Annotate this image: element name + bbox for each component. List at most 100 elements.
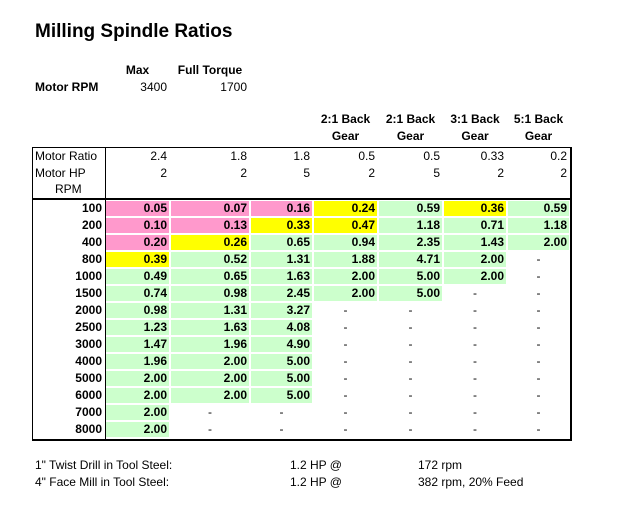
- column-header: Gear: [524, 129, 553, 143]
- cell: -: [343, 354, 348, 368]
- cell: 2.00: [351, 269, 375, 283]
- cell: 0.10: [143, 218, 167, 232]
- rpm-label: 2000: [75, 303, 102, 317]
- cell: -: [473, 337, 477, 351]
- cell: -: [536, 422, 541, 436]
- cell-fill: [106, 422, 169, 437]
- cell: -: [536, 269, 541, 283]
- cell-fill: [171, 371, 249, 386]
- rpm-label: 100: [81, 201, 102, 215]
- cell: 0.33: [286, 218, 310, 232]
- cell: 2.00: [143, 405, 167, 419]
- cell-fill: [106, 252, 169, 267]
- rpm-label: 5000: [75, 371, 102, 385]
- note: 382 rpm, 20% Feed: [418, 475, 524, 489]
- cell: 0.24: [351, 201, 375, 215]
- cell: 2.00: [223, 388, 247, 402]
- cell: 0.2: [550, 149, 567, 163]
- cell: -: [536, 286, 541, 300]
- cell: -: [473, 320, 477, 334]
- cell: 1.31: [223, 303, 247, 317]
- cell: -: [473, 388, 477, 402]
- cell-fill: [251, 286, 312, 301]
- cell: -: [343, 303, 348, 317]
- cell: 1.31: [286, 252, 310, 266]
- cell-fill: [251, 337, 312, 352]
- cell: 2.4: [150, 149, 167, 163]
- cell: 0.07: [223, 201, 247, 215]
- border: [32, 439, 571, 441]
- cell-fill: [106, 218, 169, 233]
- column-header: Gear: [396, 129, 425, 143]
- cell: 2: [160, 165, 167, 180]
- cell: -: [536, 320, 541, 334]
- cell: 0.98: [143, 303, 167, 317]
- cell: 5.00: [286, 388, 310, 402]
- cell-fill: [314, 286, 377, 301]
- row-label: Motor Ratio: [35, 149, 98, 163]
- cell-fill: [106, 371, 169, 386]
- cell: -: [208, 422, 212, 436]
- column-header: 2:1 Back: [385, 112, 436, 126]
- cell-fill: [379, 201, 442, 216]
- cell: 0.47: [351, 218, 375, 232]
- cell-fill: [379, 252, 442, 267]
- note: 1.2 HP @: [290, 475, 342, 489]
- cell: 3400: [140, 80, 167, 94]
- rpm-label: 200: [81, 218, 102, 232]
- cell: 2: [368, 165, 375, 180]
- cell: 2: [560, 165, 567, 180]
- title: Milling Spindle Ratios: [35, 21, 233, 42]
- cell: 0.59: [543, 201, 567, 215]
- cell: 2.00: [480, 269, 504, 283]
- cell-fill: [171, 354, 249, 369]
- cell: 0.94: [351, 235, 375, 249]
- cell: -: [208, 405, 212, 419]
- cell: 3.27: [286, 303, 310, 317]
- cell-fill: [171, 252, 249, 267]
- cell: -: [408, 388, 413, 402]
- cell-fill: [171, 337, 249, 352]
- cell-fill: [106, 388, 169, 403]
- cell: 2.00: [351, 286, 375, 300]
- cell: 0.26: [223, 235, 247, 249]
- cell: 1700: [220, 80, 247, 94]
- cell-fill: [106, 286, 169, 301]
- cell: 0.74: [143, 286, 167, 300]
- cell: 2: [240, 165, 247, 180]
- cell-fill: [508, 218, 569, 233]
- cell: -: [536, 252, 541, 266]
- cell: -: [408, 405, 413, 419]
- border: [105, 147, 106, 439]
- column-header: 2:1 Back: [320, 112, 371, 126]
- row-label: Motor HP: [35, 165, 86, 180]
- cell: -: [473, 405, 477, 419]
- cell: 2.00: [223, 371, 247, 385]
- cell: -: [343, 388, 348, 402]
- cell: -: [279, 422, 284, 436]
- cell-fill: [251, 201, 312, 216]
- cell: 0.52: [223, 252, 247, 266]
- rpm-label: 1500: [75, 286, 102, 300]
- cell-fill: [444, 269, 506, 284]
- cell: -: [279, 405, 284, 419]
- cell-fill: [251, 354, 312, 369]
- cell-fill: [251, 320, 312, 335]
- cell: 4.71: [416, 252, 440, 266]
- cell-fill: [444, 252, 506, 267]
- cell: 2: [497, 165, 504, 180]
- cell: -: [473, 422, 477, 436]
- cell-fill: [171, 303, 249, 318]
- row-label: RPM: [55, 182, 82, 196]
- cell: -: [473, 303, 477, 317]
- cell: 1.63: [223, 320, 247, 334]
- cell: -: [408, 303, 413, 317]
- cell: 1.8: [293, 149, 310, 163]
- cell: 2.45: [286, 286, 310, 300]
- cell-fill: [106, 337, 169, 352]
- cell-fill: [379, 218, 442, 233]
- column-header: Gear: [331, 129, 360, 143]
- cell: 0.65: [286, 235, 310, 249]
- note: 4" Face Mill in Tool Steel:: [35, 475, 170, 489]
